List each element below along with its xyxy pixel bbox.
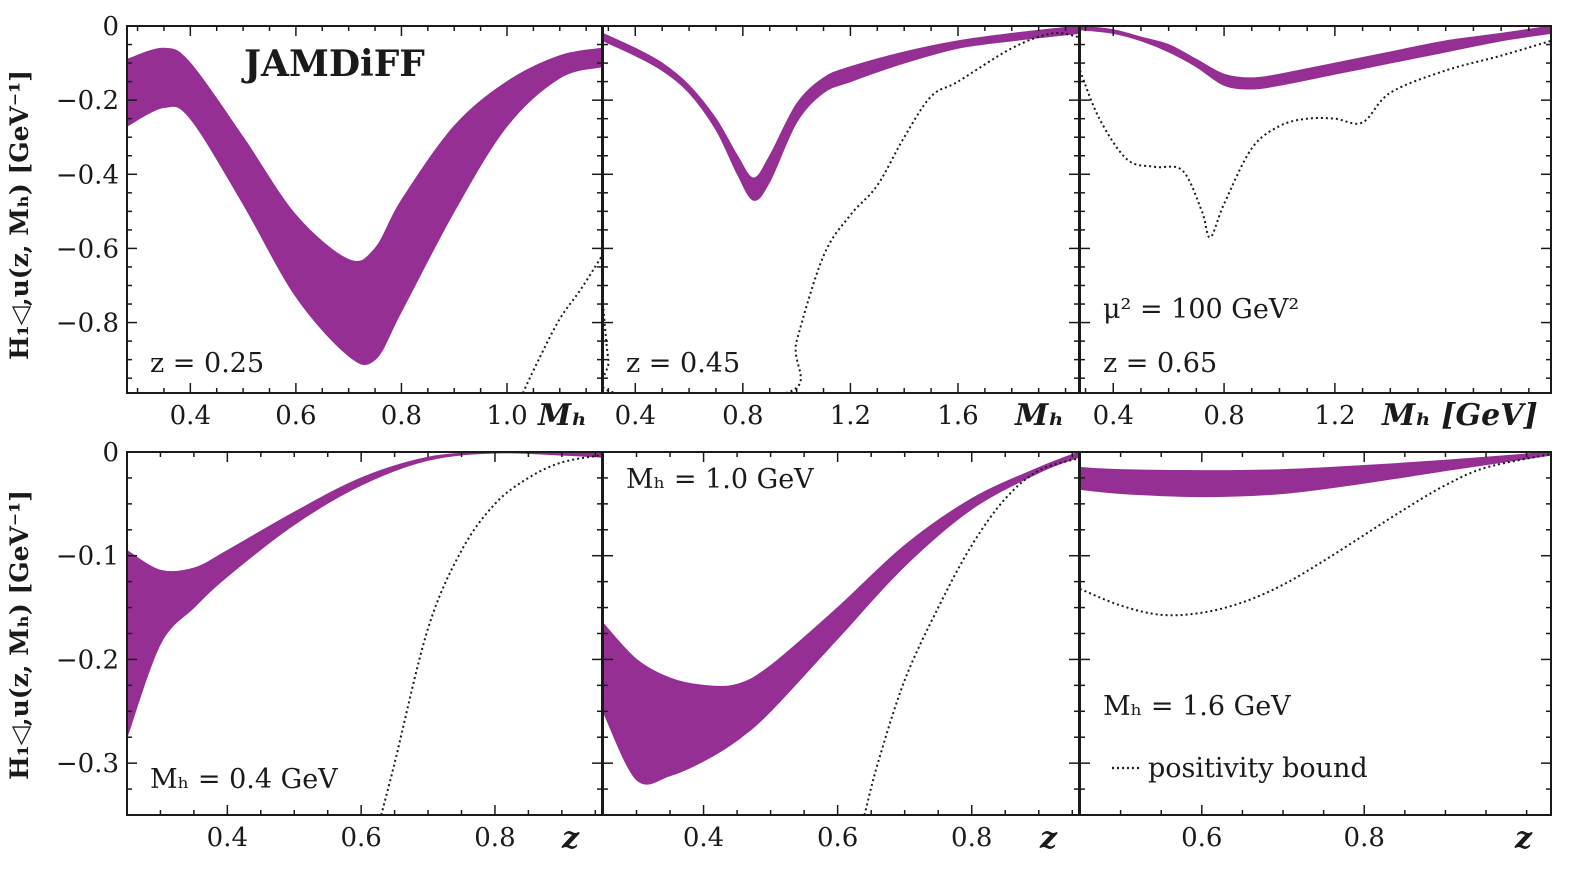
panel-top-left-plot-area [127,47,602,393]
panel-top-left-xtick-label: 0.6 [275,401,316,431]
annotation-z-025: z = 0.25 [150,348,264,379]
x-axis-title-top-middle: Mₕ [1014,398,1064,433]
panels: 0.4 0.6 0.8 1.0 0 −0.2 −0.4 −0.6 −0.8 0.4 0.8 1.2 1.… [56,12,1552,853]
x-axis-title-bottom-right: z [1514,821,1533,856]
panel-top-right-positivity-bound [1080,39,1551,239]
panel-bottom-middle-positivity-bound [863,457,1079,815]
panel-bottom-left-xtick-label: 0.6 [340,823,381,853]
x-axis-title-bottom-middle: z [1039,821,1058,856]
panel-top-left-ytick-label: −0.8 [56,309,119,339]
x-axis-title-bottom-left: z [561,821,580,856]
panel-bottom-left-xtick-label: 0.4 [207,823,248,853]
x-axis-title-top-right: Mₕ [GeV] [1381,398,1538,433]
panel-bottom-left-ytick-label: −0.1 [56,542,119,572]
y-axis-label-bottom: H₁◁,u(z, Mₕ) [GeV⁻¹] [5,490,34,780]
panel-bottom-left-xtick-label: 0.8 [474,823,515,853]
panel-top-middle-xtick-label: 0.8 [722,401,763,431]
panel-top-left-ytick-label: −0.2 [56,86,119,116]
panel-bottom-right-band [1080,452,1551,498]
annotation-mh-16: Mₕ = 1.6 GeV [1103,691,1291,722]
panel-top-right-frame [1079,25,1552,394]
panel-top-middle-xtick-label: 1.2 [830,401,871,431]
panel-bottom-middle-xtick-label: 0.6 [817,823,858,853]
panel-bottom-middle-xtick-label: 0.8 [951,823,992,853]
panel-bottom-right-xtick-label: 0.6 [1181,823,1222,853]
panel-top-left-xtick-label: 0.8 [381,401,422,431]
panel-top-left-positivity-bound [521,255,602,393]
panel-bottom-right: 0.6 0.8 [1079,451,1552,853]
x-axis-title-top-left: Mₕ [537,398,587,433]
annotation-z-045: z = 0.45 [626,348,740,379]
panel-top-left: 0.4 0.6 0.8 1.0 0 −0.2 −0.4 −0.6 −0.8 [56,12,603,431]
panel-bottom-right-positivity-bound [1080,453,1551,617]
panel-bottom-right-plot-area [1080,452,1551,617]
panel-top-right-band [1080,26,1551,90]
panel-top-right-xtick-label: 0.4 [1093,401,1134,431]
panel-top-left-ytick-label: −0.4 [56,160,119,190]
panel-top-middle-xtick-label: 1.6 [937,401,978,431]
panel-bottom-middle: 0.4 0.6 0.8 [602,451,1080,853]
legend-positivity-label: positivity bound [1148,753,1368,784]
panel-top-left-ytick-label: −0.6 [56,234,119,264]
panel-bottom-left-ytick-label: −0.3 [56,749,119,779]
panel-bottom-left-band [127,452,602,738]
brand-label: JAMDiFF [241,43,425,85]
panel-top-right: 0.4 0.8 1.2 [1079,25,1552,431]
panel-bottom-left-frame [126,451,603,816]
panel-top-left-xtick-label: 1.0 [486,401,527,431]
panel-top-middle: 0.4 0.8 1.2 1.6 [602,25,1080,431]
panel-bottom-middle-xtick-label: 0.4 [683,823,724,853]
annotation-z-065: z = 0.65 [1103,348,1217,379]
panel-bottom-middle-band [603,452,1079,785]
panel-top-left-xtick-label: 0.4 [170,401,211,431]
annotation-mu2: μ² = 100 GeV² [1103,294,1299,325]
y-axis-label-top: H₁◁,u(z, Mₕ) [GeV⁻¹] [5,70,34,360]
panel-bottom-left: 0.4 0.6 0.8 0 −0.1 −0.2 −0.3 [56,438,603,853]
panel-bottom-left-ytick-label: −0.2 [56,645,119,675]
panel-top-left-band [127,47,602,366]
annotation-mh-04: Mₕ = 0.4 GeV [150,764,338,795]
panel-bottom-left-positivity-bound [380,454,602,815]
panel-top-middle-positivity-bound [603,32,1079,393]
panel-top-right-xtick-label: 0.8 [1203,401,1244,431]
panel-top-left-ytick-label: 0 [102,12,119,42]
annotation-mh-10: Mₕ = 1.0 GeV [626,464,814,495]
panel-top-right-plot-area [1080,26,1551,239]
panel-top-middle-xtick-label: 0.4 [615,401,656,431]
panel-bottom-left-plot-area [127,452,602,815]
panel-bottom-right-xtick-label: 0.8 [1344,823,1385,853]
panel-top-right-xtick-label: 1.2 [1314,401,1355,431]
panel-bottom-left-ytick-label: 0 [102,438,119,468]
panel-bottom-middle-plot-area [603,452,1079,815]
panel-top-middle-band [603,26,1079,201]
panel-top-middle-plot-area [603,26,1079,393]
